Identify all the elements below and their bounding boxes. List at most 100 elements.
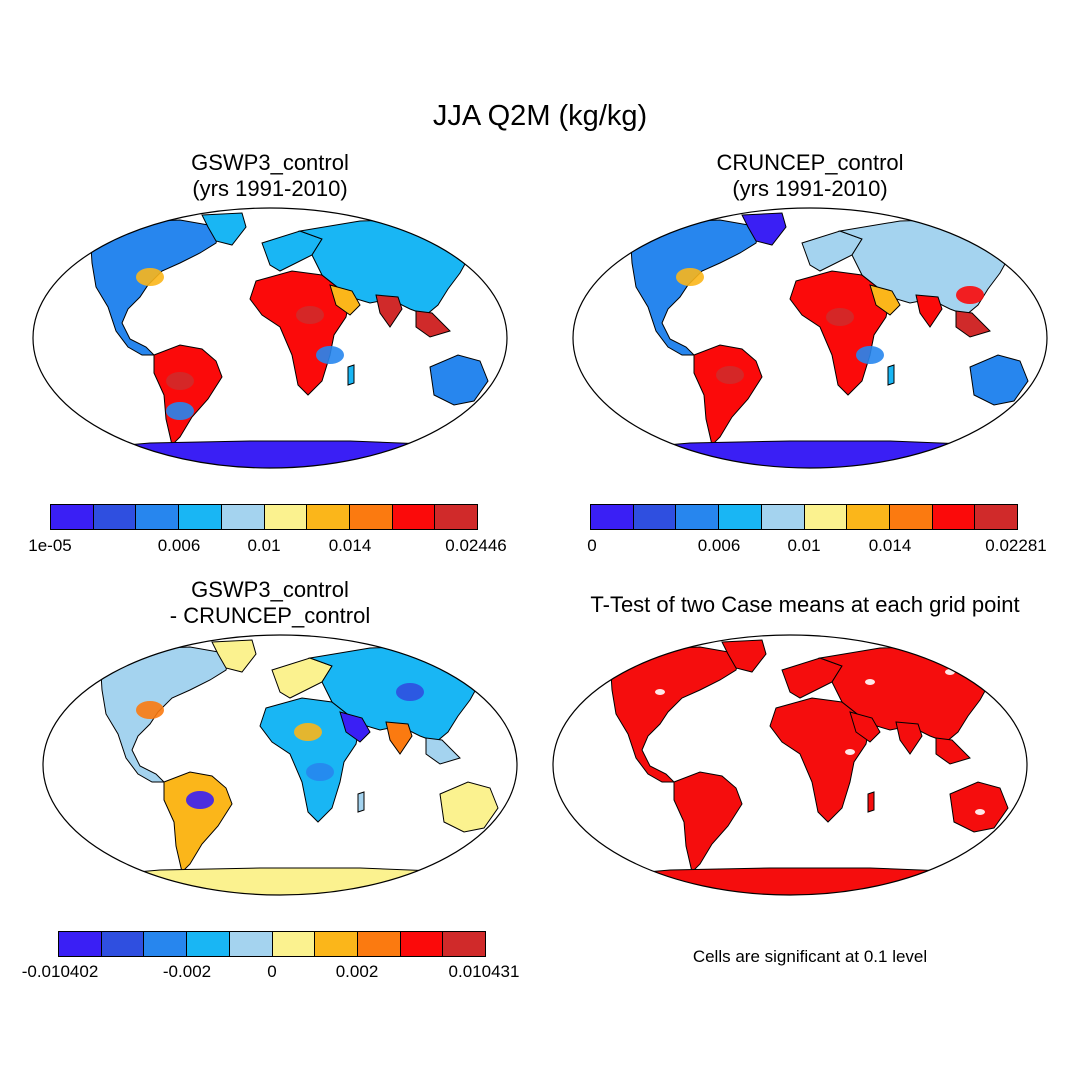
colorbar-swatch (675, 505, 719, 529)
panel-title-ttest: T-Test of two Case means at each grid po… (590, 592, 1020, 617)
colorbar-label: 0 (267, 962, 277, 981)
landmass-southAmerica (673, 771, 743, 873)
field-patch (294, 723, 322, 741)
map-frame (42, 634, 518, 896)
landmass-india (915, 294, 943, 328)
colorbar-swatch (271, 932, 315, 956)
significance-note: Cells are significant at 0.1 level (692, 947, 928, 966)
landmass-arabia (849, 711, 881, 743)
map-frame (552, 634, 1028, 896)
landmass-australia (429, 354, 489, 406)
field-patch (136, 268, 164, 286)
landmass-madagascar (887, 364, 895, 386)
figure-title: JJA Q2M (kg/kg) (432, 100, 648, 132)
landmass-southAmerica (693, 344, 763, 446)
colorbar-label: 0.01 (247, 536, 281, 555)
panel-title-line2: (yrs 1991-2010) (192, 176, 348, 201)
colorbar-swatch (220, 505, 264, 529)
landmass-greenland (721, 639, 767, 673)
panel-title-difference: GSWP3_control - CRUNCEP_control (70, 577, 470, 629)
colorbar-swatch (59, 932, 101, 956)
colorbar-label: 0.006 (157, 536, 201, 555)
map-ttest (552, 634, 1028, 896)
colorbar-swatch (399, 932, 443, 956)
colorbar-swatch (803, 505, 847, 529)
colorbar-label: 0.02446 (445, 536, 507, 555)
field-patch (716, 366, 744, 384)
colorbar-swatch (178, 505, 221, 529)
field-patch (655, 689, 665, 695)
landmass-arabia (339, 711, 371, 743)
colorbar-swatch (51, 505, 93, 529)
landmass-india (895, 721, 923, 755)
colorbar-swatch (632, 505, 676, 529)
colorbar-swatch (356, 932, 400, 956)
colorbar-label: 0.014 (328, 536, 372, 555)
colorbar-label: -0.002 (162, 962, 212, 981)
colorbar-swatch (888, 505, 932, 529)
map-cruncep (572, 207, 1048, 469)
colorbar-gswp3 (50, 504, 478, 530)
colorbar-swatch (135, 505, 179, 529)
landmass-antarctica (69, 440, 477, 468)
field-patch (136, 701, 164, 719)
colorbar-swatch (442, 932, 486, 956)
landmass-seAsia (415, 310, 451, 338)
field-patch (865, 679, 875, 685)
colorbar-label: 1e-05 (28, 536, 72, 555)
field-patch (306, 763, 334, 781)
colorbar-swatch (314, 932, 357, 956)
panel-title-line1: GSWP3_control (191, 150, 349, 175)
panel-title-line2: (yrs 1991-2010) (732, 176, 888, 201)
landmass-southAmerica (163, 771, 233, 873)
landmass-southAmerica (153, 344, 223, 446)
colorbar-swatch (186, 932, 229, 956)
colorbar-swatch (143, 932, 187, 956)
landmass-greenland (211, 639, 257, 673)
landmass-india (375, 294, 403, 328)
landmass-australia (969, 354, 1029, 406)
map-frame (32, 207, 508, 469)
colorbar-swatch (974, 505, 1018, 529)
landmass-greenland (741, 212, 787, 246)
colorbar-swatch (591, 505, 633, 529)
landmass-australia (439, 781, 499, 833)
field-patch (845, 749, 855, 755)
colorbar-label: 0.006 (697, 536, 741, 555)
landmass-seAsia (955, 310, 991, 338)
panel-title-line1: CRUNCEP_control (716, 150, 904, 175)
field-patch (316, 346, 344, 364)
colorbar-swatch (348, 505, 392, 529)
panel-title-gswp3: GSWP3_control (yrs 1991-2010) (70, 150, 470, 202)
landmass-seAsia (935, 737, 971, 765)
landmass-india (385, 721, 413, 755)
panel-title-line2: - CRUNCEP_control (169, 603, 371, 628)
landmass-greenland (201, 212, 247, 246)
panel-title-cruncep: CRUNCEP_control (yrs 1991-2010) (610, 150, 1010, 202)
colorbar-swatch (92, 505, 136, 529)
field-patch (676, 268, 704, 286)
colorbar-swatch (931, 505, 975, 529)
map-difference (42, 634, 518, 896)
colorbar-swatch (760, 505, 804, 529)
colorbar-swatch (718, 505, 761, 529)
colorbar-swatch (306, 505, 349, 529)
colorbar-swatch (100, 932, 144, 956)
field-patch (956, 286, 984, 304)
field-patch (975, 809, 985, 815)
panel-title-line1: GSWP3_control (191, 577, 349, 602)
field-patch (166, 402, 194, 420)
colorbar-difference (58, 931, 486, 957)
field-patch (856, 346, 884, 364)
landmass-arabia (869, 284, 901, 316)
field-patch (396, 683, 424, 701)
colorbar-label: 0.002 (335, 962, 379, 981)
colorbar-swatch (391, 505, 435, 529)
colorbar-swatch (263, 505, 307, 529)
field-patch (296, 306, 324, 324)
colorbar-swatch (228, 932, 272, 956)
landmass-antarctica (79, 867, 487, 895)
field-patch (166, 372, 194, 390)
landmass-seAsia (425, 737, 461, 765)
colorbar-swatch (434, 505, 478, 529)
